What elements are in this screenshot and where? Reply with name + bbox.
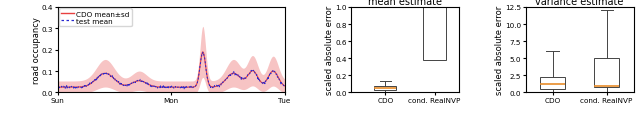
Title: mean estimate: mean estimate <box>368 0 442 7</box>
PathPatch shape <box>595 59 619 87</box>
Y-axis label: scaled absolute error: scaled absolute error <box>325 6 334 94</box>
Title: variance estimate: variance estimate <box>536 0 624 7</box>
Bar <box>424 8 445 60</box>
PathPatch shape <box>540 77 564 89</box>
PathPatch shape <box>374 86 396 90</box>
Legend: CDO mean±sd, test mean: CDO mean±sd, test mean <box>59 9 132 27</box>
Y-axis label: scaled absolute error: scaled absolute error <box>495 6 504 94</box>
Y-axis label: road occupancy: road occupancy <box>31 17 40 83</box>
